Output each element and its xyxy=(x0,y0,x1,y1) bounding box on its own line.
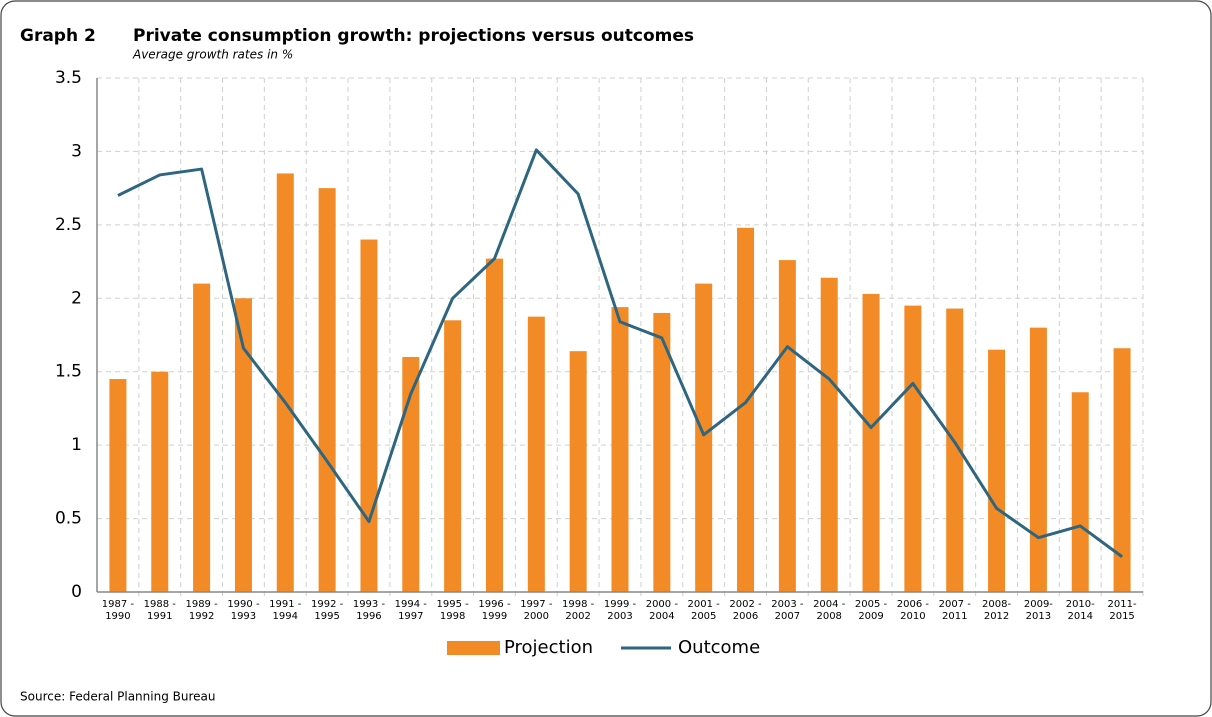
line xyxy=(117,148,1123,558)
bar xyxy=(1071,392,1089,592)
x-tick-label: 2004 -2008 xyxy=(813,599,846,622)
bar xyxy=(988,349,1006,592)
graph-label: Graph 2 xyxy=(20,26,96,46)
legend-swatch xyxy=(447,641,500,655)
bar xyxy=(485,258,503,592)
bar xyxy=(527,316,545,592)
x-tick-label: 2001 -2005 xyxy=(688,599,721,622)
x-tick-label: 1987 -1990 xyxy=(102,599,135,622)
x-tick-label: 1997 -2000 xyxy=(520,599,553,622)
bar xyxy=(234,298,252,592)
bar xyxy=(695,283,713,592)
x-tick-label: 1990 -1993 xyxy=(227,599,260,622)
x-tick-label: 2002 -2006 xyxy=(729,599,762,622)
chart-subtitle: Average growth rates in % xyxy=(132,48,293,62)
bar xyxy=(737,227,755,592)
x-tick-label: 1998 -2002 xyxy=(562,599,595,622)
x-tick-label: 1999 -2003 xyxy=(604,599,637,622)
bar xyxy=(109,379,127,592)
y-tick-label: 3 xyxy=(71,141,82,161)
chart-title: Private consumption growth: projections … xyxy=(133,26,694,46)
bar xyxy=(569,351,587,592)
bar xyxy=(1029,327,1047,592)
bar xyxy=(611,307,629,592)
y-tick-label: 1.5 xyxy=(55,362,82,382)
y-tick-label: 3.5 xyxy=(55,68,82,88)
bar xyxy=(653,312,671,592)
x-tick-label: 2008-2012 xyxy=(982,599,1011,622)
x-tick-label: 2010-2014 xyxy=(1066,599,1095,622)
bar xyxy=(778,260,796,592)
x-tick-label: 1988 -1991 xyxy=(144,599,177,622)
bar xyxy=(444,320,462,592)
bar xyxy=(151,371,169,592)
x-tick-label: 2007 -2011 xyxy=(939,599,972,622)
x-tick-label: 2006 -2010 xyxy=(897,599,930,622)
bar xyxy=(402,357,420,592)
x-tick-label: 2011-2015 xyxy=(1108,599,1137,622)
x-tick-label: 1994 -1997 xyxy=(395,599,428,622)
x-tick-label: 1995 -1998 xyxy=(437,599,470,622)
bar xyxy=(946,308,964,592)
source: Source: Federal Planning Bureau xyxy=(20,690,216,704)
bar xyxy=(360,239,378,593)
y-tick-label: 2.5 xyxy=(55,215,82,235)
x-tick-label: 2003 -2007 xyxy=(771,599,804,622)
y-tick-label: 2 xyxy=(71,288,82,308)
bar xyxy=(820,277,838,592)
x-tick-label: 2000 -2004 xyxy=(646,599,679,622)
bar xyxy=(193,283,211,592)
legend-label: Projection xyxy=(504,637,593,658)
bar xyxy=(1113,348,1131,592)
y-tick-label: 1 xyxy=(71,435,82,455)
bar xyxy=(318,188,336,592)
x-tick-label: 1989 -1992 xyxy=(185,599,218,622)
x-tick-label: 1993 -1996 xyxy=(353,599,386,622)
x-tick-label: 1991 -1994 xyxy=(269,599,302,622)
bar xyxy=(862,293,880,592)
bar xyxy=(904,305,922,592)
y-tick-label: 0 xyxy=(71,582,82,602)
legend-label: Outcome xyxy=(678,637,760,658)
y-tick-label: 0.5 xyxy=(55,509,82,529)
x-tick-label: 1992 -1995 xyxy=(311,599,344,622)
x-tick-label: 1996 -1999 xyxy=(478,599,511,622)
x-tick-label: 2009-2013 xyxy=(1024,599,1053,622)
bar xyxy=(276,173,294,592)
x-tick-label: 2005 -2009 xyxy=(855,599,888,622)
